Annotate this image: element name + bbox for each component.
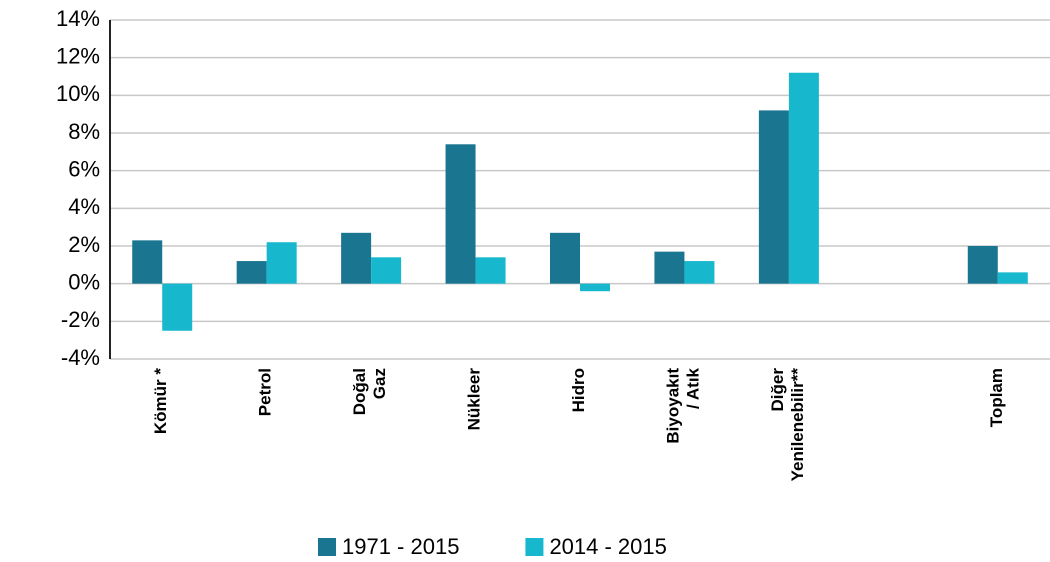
x-tick-label: Kömür * [152,368,171,435]
bar [371,257,402,284]
legend-label: 2014 - 2015 [549,534,666,559]
y-tick-label: 8% [68,119,100,144]
label-line: Toplam [987,368,1006,427]
bar [266,242,297,284]
x-tick-label: Hidro [569,368,588,412]
y-tick-label: 4% [68,194,100,219]
x-tick-label: Nükleer [465,368,484,431]
y-tick-label: 12% [56,43,100,68]
y-tick-label: -4% [61,345,100,370]
x-tick-label: Biyoyakıt/ Atık [664,367,703,443]
x-tick-label: DoğalGaz [351,368,390,415]
legend-swatch [525,538,544,556]
y-tick-label: 0% [68,269,100,294]
label-line: Doğal [351,368,370,415]
label-line: Hidro [569,368,588,412]
y-tick-label: 14% [56,6,100,31]
bar [788,72,819,284]
x-tick-label: Toplam [987,368,1006,427]
bar [341,232,372,284]
label-line: Gaz [371,368,390,399]
label-line: Biyoyakıt [664,368,683,444]
bar [550,232,580,284]
label-line: Petrol [256,368,275,416]
bar [162,283,193,331]
bar [967,246,998,284]
bar [236,261,267,284]
y-tick-label: 10% [56,81,100,106]
label-line: Kömür * [152,368,171,435]
label-line: / Atık [684,367,703,408]
bar [475,257,506,284]
legend-swatch [318,538,336,556]
y-tick-label: 6% [68,156,100,181]
label-line: Diğer [768,368,787,412]
y-tick-label: 2% [68,232,100,257]
legend-label: 1971 - 2015 [342,534,459,559]
bar [654,251,685,284]
bar [684,261,715,284]
bar [997,272,1028,284]
label-line: Yenilenebilir** [788,368,807,482]
x-tick-label: Petrol [256,368,275,416]
bar [580,283,610,292]
bar [132,240,163,284]
y-tick-label: -2% [61,307,100,332]
x-tick-label: DiğerYenilenebilir** [768,368,807,482]
bar [445,144,476,284]
label-line: Nükleer [465,368,484,431]
bar [758,110,789,284]
